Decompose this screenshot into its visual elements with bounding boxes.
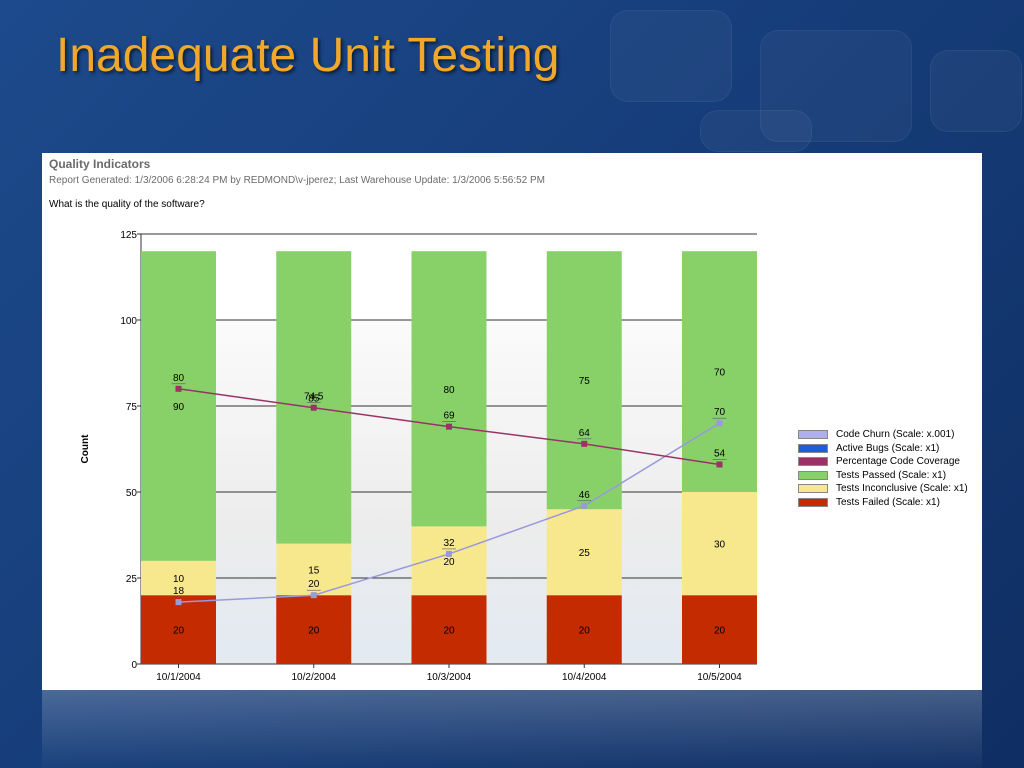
bar-segment — [141, 595, 216, 664]
legend-item: Code Churn (Scale: x.001) — [798, 428, 968, 442]
bar-segment — [546, 251, 622, 510]
legend-swatch — [798, 497, 828, 507]
legend-label: Active Bugs (Scale: x1) — [836, 442, 940, 454]
x-tick-label: 10/5/2004 — [697, 672, 742, 683]
point-data-label: 69 — [443, 411, 455, 422]
bar-data-label: 10 — [173, 574, 185, 585]
legend-label: Tests Passed (Scale: x1) — [836, 469, 947, 481]
bar-segment — [276, 595, 352, 664]
y-tick-label: 50 — [126, 488, 138, 499]
bar-segment — [411, 595, 487, 664]
series-point — [581, 502, 588, 509]
bar-data-label: 15 — [308, 565, 320, 576]
series-point — [310, 592, 317, 599]
slide-title: Inadequate Unit Testing — [56, 29, 560, 82]
bar-data-label: 25 — [579, 548, 591, 559]
bar-segment — [682, 251, 757, 492]
legend-label: Tests Inconclusive (Scale: x1) — [836, 483, 968, 495]
bar-segment — [411, 251, 487, 527]
quality-chart: 0 25 50 75 100 125 Count 20 10 90 10/1/2004 20 15 85 1… — [80, 230, 757, 683]
point-data-label: 32 — [443, 538, 455, 549]
bar-segment — [141, 560, 216, 596]
legend-item: Tests Passed (Scale: x1) — [798, 469, 968, 483]
bar-data-label: 20 — [579, 626, 591, 637]
bar-data-label: 20 — [308, 626, 320, 637]
bar-data-label: 20 — [443, 626, 455, 637]
legend-label: Percentage Code Coverage — [836, 456, 960, 468]
bar-data-label: 75 — [579, 376, 591, 387]
bar-data-label: 20 — [714, 626, 726, 637]
series-point — [716, 420, 723, 427]
series-point — [716, 461, 723, 468]
point-data-label: 80 — [173, 373, 185, 384]
point-data-label: 46 — [579, 490, 591, 501]
point-data-label: 74.5 — [304, 392, 324, 403]
bar-segment — [682, 595, 757, 664]
point-data-label: 20 — [308, 579, 320, 590]
y-tick-label: 25 — [126, 574, 138, 585]
x-tick-label: 10/4/2004 — [562, 672, 607, 683]
bar-data-label: 85 — [308, 393, 320, 404]
bar-data-label: 20 — [173, 626, 185, 637]
point-data-label: 70 — [714, 407, 726, 418]
point-data-label: 18 — [173, 586, 185, 597]
legend-item: Active Bugs (Scale: x1) — [798, 442, 968, 456]
series-point — [446, 550, 452, 557]
bar-segment — [682, 492, 757, 596]
legend-item: Tests Inconclusive (Scale: x1) — [798, 482, 968, 496]
bar-data-label: 20 — [443, 557, 455, 568]
x-tick-label: 10/2/2004 — [292, 672, 337, 683]
legend-swatch — [798, 484, 828, 494]
x-tick-label: 10/3/2004 — [427, 672, 472, 683]
bar-segment — [276, 543, 352, 596]
report-question: What is the quality of the software? — [49, 199, 205, 210]
point-data-label: 64 — [579, 428, 591, 439]
bar-data-label: 90 — [173, 402, 185, 413]
legend-item: Tests Failed (Scale: x1) — [798, 496, 968, 510]
y-axis-label: Count — [80, 434, 91, 464]
background-tile — [700, 110, 812, 152]
y-tick-label: 0 — [131, 660, 137, 671]
legend-label: Code Churn (Scale: x.001) — [836, 429, 955, 441]
bar-data-label: 30 — [714, 540, 726, 551]
legend-swatch — [798, 470, 828, 480]
report-title: Quality Indicators — [49, 157, 151, 171]
y-tick-label: 100 — [120, 316, 137, 327]
legend-swatch — [798, 443, 828, 453]
bar-segment — [546, 595, 622, 664]
legend-swatch — [798, 457, 828, 467]
bar-segment — [276, 251, 352, 544]
series-point — [175, 385, 182, 392]
background-tile — [930, 50, 1022, 132]
legend-item: Percentage Code Coverage — [798, 455, 968, 469]
x-tick-label: 10/1/2004 — [156, 672, 201, 683]
background-tile — [760, 30, 912, 142]
report-subtitle: Report Generated: 1/3/2006 6:28:24 PM by… — [49, 175, 546, 186]
series-point — [175, 599, 182, 606]
series-point — [581, 440, 588, 447]
bar-data-label: 70 — [714, 368, 726, 379]
series-point — [446, 423, 452, 430]
y-tick-label: 75 — [126, 402, 138, 413]
y-tick-label: 125 — [120, 230, 137, 241]
chart-legend: Code Churn (Scale: x.001) Active Bugs (Sc… — [798, 428, 968, 509]
legend-swatch — [798, 430, 828, 440]
bar-segment — [141, 251, 216, 561]
panel-reflection — [42, 690, 982, 768]
legend-label: Tests Failed (Scale: x1) — [836, 496, 940, 508]
bar-segment — [546, 509, 622, 596]
series-point — [310, 404, 317, 411]
point-data-label: 54 — [714, 448, 726, 459]
background-tile — [610, 10, 732, 102]
bar-data-label: 80 — [443, 385, 455, 396]
